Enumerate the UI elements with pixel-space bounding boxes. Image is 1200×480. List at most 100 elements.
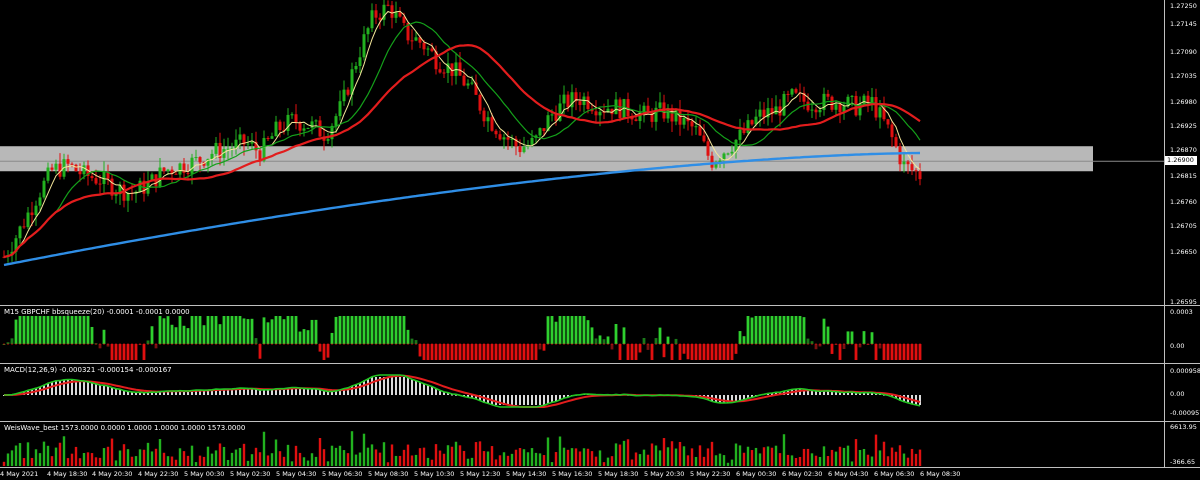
main-price-pane[interactable] <box>0 0 1164 305</box>
squeeze-dot <box>547 343 549 345</box>
macd-bar <box>727 395 729 404</box>
squeeze-dot <box>43 343 45 345</box>
candle-body <box>402 16 406 23</box>
candle-body <box>802 92 806 102</box>
squeeze-bar <box>634 344 638 360</box>
main-price-chart[interactable] <box>0 0 1164 305</box>
macd-bar <box>179 390 181 395</box>
macd-bar <box>439 390 441 395</box>
weis-bar <box>730 459 734 466</box>
squeeze-dot <box>671 343 673 345</box>
macd-bar <box>107 386 109 395</box>
macd-bar <box>303 388 305 395</box>
price-tick: 1.26815 <box>1170 172 1197 180</box>
weis-bar <box>10 450 14 466</box>
weis-bar <box>266 455 270 466</box>
candle-body <box>814 109 818 113</box>
weis-bar <box>518 448 522 466</box>
weis-bar <box>766 446 770 466</box>
squeeze-dot <box>379 343 381 345</box>
candle-body <box>674 109 678 122</box>
weis-bar <box>194 462 198 466</box>
squeeze-bar <box>642 338 646 344</box>
squeeze-dot <box>771 343 773 345</box>
squeeze-dot <box>275 343 277 345</box>
macd-bar <box>63 379 65 395</box>
candle-body <box>546 115 550 132</box>
candle-body <box>618 99 622 119</box>
squeeze-bar <box>22 316 26 344</box>
weis-bar <box>422 447 426 466</box>
squeeze-dot <box>411 343 413 345</box>
weis-bar <box>390 444 394 466</box>
squeeze-bar <box>754 316 758 344</box>
candle-body <box>350 69 354 95</box>
squeeze-dot <box>499 343 501 345</box>
squeeze-dot <box>507 343 509 345</box>
squeeze-dot <box>299 343 301 345</box>
macd-pane[interactable]: MACD(12,26,9) -0.000321 -0.000154 -0.000… <box>0 364 1164 421</box>
candle-body <box>694 126 698 128</box>
macd-bar <box>147 392 149 395</box>
weis-bar <box>702 456 706 466</box>
weis-bar <box>674 448 678 466</box>
squeeze-bar <box>498 344 502 360</box>
weis-bar <box>614 443 618 466</box>
squeeze-bar <box>590 327 594 344</box>
squeeze-dot <box>531 343 533 345</box>
macd-bar <box>211 389 213 395</box>
weis-bar <box>438 450 442 466</box>
candle-body <box>594 111 598 116</box>
weis-wave-pane[interactable]: WeisWave_best 1573.0000 0.0000 1.0000 1.… <box>0 422 1164 467</box>
weis-bar <box>238 447 242 466</box>
squeeze-pane[interactable]: M15 GBPCHF bbsqueeze(20) -0.0001 -0.0001… <box>0 306 1164 363</box>
macd-bar <box>347 387 349 395</box>
weis-bar <box>338 445 342 466</box>
time-label: 6 May 02:30 <box>782 470 823 478</box>
weis-bar <box>106 446 110 466</box>
macd-bar <box>163 391 165 395</box>
candle-body <box>758 109 762 117</box>
macd-bar <box>519 395 521 405</box>
weis-bar <box>722 455 726 466</box>
squeeze-bar <box>558 316 562 344</box>
squeeze-bar <box>538 344 542 350</box>
squeeze-bar <box>550 316 554 344</box>
squeeze-dot <box>371 343 373 345</box>
macd-bar <box>507 395 509 405</box>
weis-bar <box>654 445 658 466</box>
squeeze-dot <box>739 343 741 345</box>
candle-body <box>598 111 602 116</box>
weis-bar <box>570 448 574 466</box>
weis-bar <box>446 445 450 466</box>
candle-body <box>690 121 694 127</box>
candle-body <box>70 163 74 165</box>
macd-bar <box>863 392 865 395</box>
squeeze-dot <box>835 343 837 345</box>
macd-bar <box>739 395 741 401</box>
candle-body <box>622 99 626 119</box>
macd-bar <box>323 390 325 395</box>
weis-bar <box>374 449 378 466</box>
squeeze-bar <box>606 336 610 344</box>
squeeze-bar <box>210 316 214 344</box>
macd-bar <box>871 392 873 395</box>
macd-bar <box>843 392 845 395</box>
macd-bar <box>91 382 93 395</box>
weis-bar <box>166 456 170 466</box>
squeeze-bar <box>486 344 490 360</box>
candle-body <box>698 126 702 136</box>
squeeze-dot <box>143 343 145 345</box>
candle-body <box>166 169 170 172</box>
macd-bar <box>59 380 61 395</box>
squeeze-bar <box>286 316 290 344</box>
macd-bar <box>359 382 361 395</box>
squeeze-bar <box>678 344 682 360</box>
squeeze-bar <box>362 316 366 344</box>
squeeze-bar <box>798 316 802 344</box>
candle-body <box>862 95 866 104</box>
weis-bar <box>86 452 90 466</box>
weis-bar <box>350 431 354 466</box>
macd-axis: 0.000958 0.00 -0.000957 <box>1164 364 1200 421</box>
candle-body <box>114 194 118 196</box>
